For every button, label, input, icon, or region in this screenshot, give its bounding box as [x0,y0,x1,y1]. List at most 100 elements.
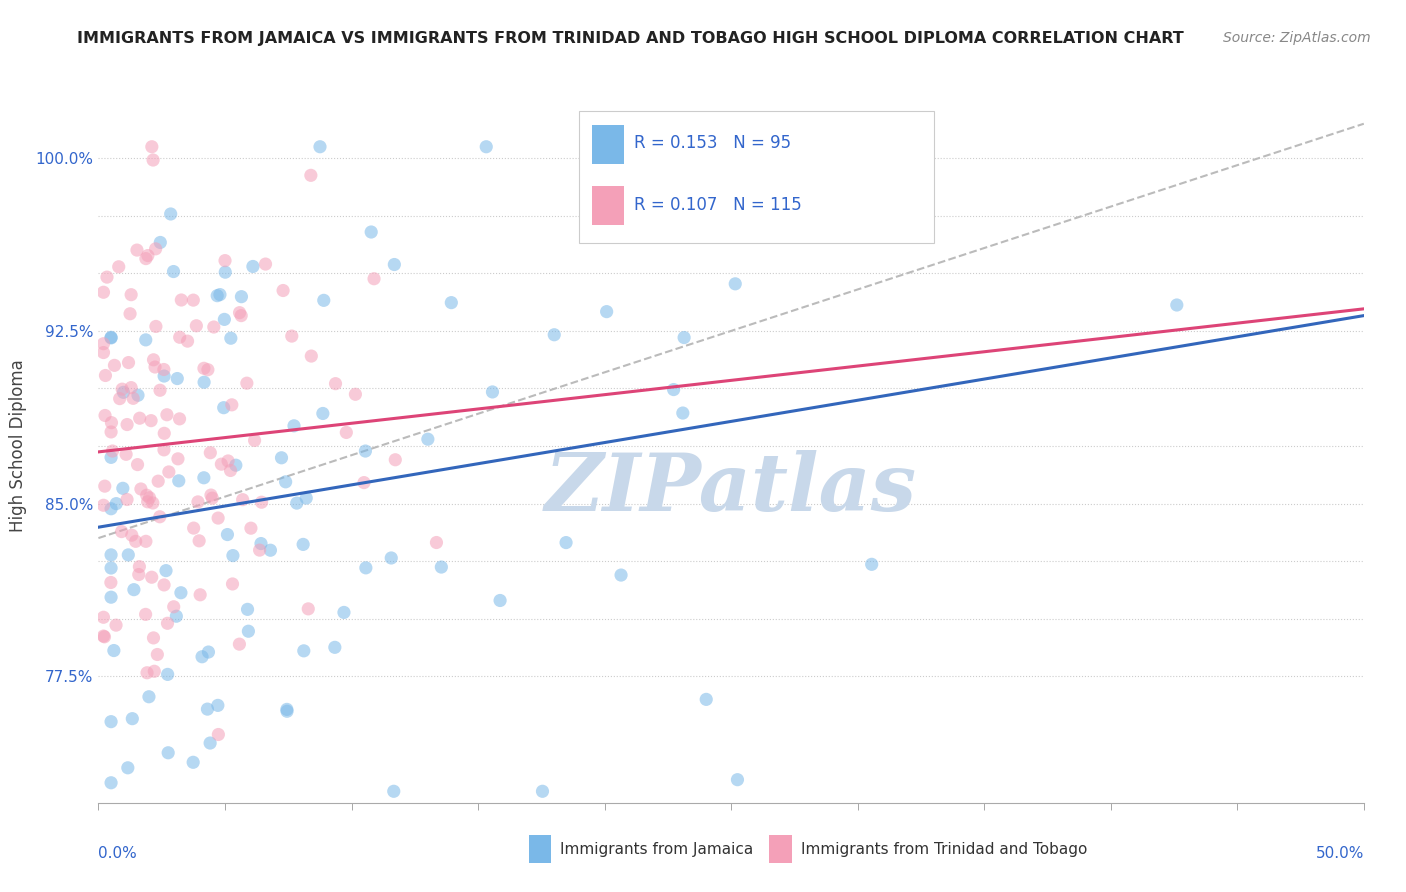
Point [207,727,229,741]
Point [156,667,179,681]
Point [136,495,159,509]
Point [153,362,176,376]
Text: R = 0.153   N = 95: R = 0.153 N = 95 [634,135,790,153]
Point [193,375,215,389]
Point [335,425,357,440]
Point [219,331,242,345]
Point [127,458,149,472]
Bar [592,125,623,164]
Point [242,260,264,274]
Point [121,528,143,542]
Point [142,352,165,367]
Y-axis label: High School Diploma: High School Diploma [10,359,27,533]
Point [354,561,377,575]
Point [94,479,117,493]
Point [249,543,271,558]
FancyBboxPatch shape [579,111,934,243]
Point [197,702,219,716]
Point [117,355,139,369]
Point [112,385,135,400]
Point [323,640,346,655]
Point [259,543,281,558]
Point [100,561,122,575]
Point [188,588,211,602]
Point [205,288,228,302]
Point [276,702,298,716]
Point [198,736,221,750]
Point [100,331,122,345]
Point [135,607,157,622]
Point [360,225,382,239]
Point [100,501,122,516]
Point [108,392,131,406]
Point [100,548,122,562]
Point [159,207,181,221]
Point [299,349,322,363]
Point [93,498,115,512]
Point [271,284,294,298]
Point [120,307,142,321]
Point [292,644,315,658]
Point [181,756,204,770]
Point [353,475,375,490]
Text: Immigrants from Jamaica: Immigrants from Jamaica [560,842,754,856]
Point [222,549,245,563]
Point [221,577,243,591]
Point [100,591,122,605]
Point [250,495,273,509]
Point [121,712,143,726]
Point [93,630,115,644]
Point [481,384,503,399]
Point [165,609,187,624]
Point [354,444,377,458]
Point [111,481,134,495]
Point [153,442,176,457]
Point [148,474,170,488]
Point [94,368,117,383]
Point [100,776,122,790]
Point [312,293,335,308]
Point [207,698,229,713]
Text: 50.0%: 50.0% [1316,846,1364,861]
Point [127,388,149,402]
Point [155,564,177,578]
Point [149,509,172,524]
Point [149,235,172,250]
Point [1166,298,1188,312]
Point [333,606,356,620]
Point [543,327,565,342]
Point [138,690,160,704]
Point [149,384,172,398]
Point [212,401,235,415]
Text: 0.0%: 0.0% [98,846,138,861]
Point [100,416,122,430]
Point [281,329,304,343]
Point [142,631,165,645]
Point [489,593,512,607]
Point [122,392,145,406]
Point [129,482,152,496]
Point [325,376,347,391]
Point [752,212,775,227]
Point [93,285,115,300]
Point [145,319,167,334]
Point [136,249,159,263]
Point [254,257,277,271]
Point [157,465,180,479]
Point [382,258,405,272]
Point [139,414,162,428]
Point [187,495,209,509]
Point [96,270,118,285]
Point [93,336,115,351]
Point [382,784,405,798]
Point [93,610,115,624]
Point [207,511,229,525]
Point [169,412,191,426]
Point [201,491,224,505]
Point [156,408,179,422]
Point [416,432,439,446]
Point [145,242,167,256]
Point [531,784,554,798]
Point [217,454,239,468]
Point [128,567,150,582]
